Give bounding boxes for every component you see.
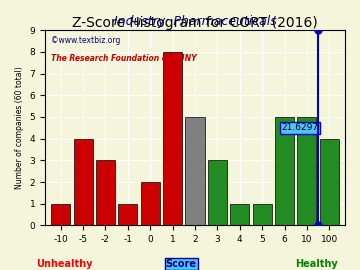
Bar: [275, 117, 294, 225]
Text: Score: Score: [166, 259, 197, 269]
Bar: [320, 139, 339, 225]
Bar: [51, 204, 70, 225]
Y-axis label: Number of companies (60 total): Number of companies (60 total): [15, 66, 24, 189]
Text: ©www.textbiz.org: ©www.textbiz.org: [51, 36, 120, 45]
Bar: [297, 117, 316, 225]
Bar: [73, 139, 93, 225]
Bar: [141, 182, 160, 225]
Bar: [163, 52, 182, 225]
Bar: [118, 204, 138, 225]
Text: Unhealthy: Unhealthy: [36, 259, 93, 269]
Bar: [253, 204, 272, 225]
Bar: [96, 160, 115, 225]
Text: The Research Foundation of SUNY: The Research Foundation of SUNY: [51, 53, 197, 63]
Title: Z-Score Histogram for CORT (2016): Z-Score Histogram for CORT (2016): [72, 16, 318, 30]
Text: Industry: Pharmaceuticals: Industry: Pharmaceuticals: [114, 15, 276, 28]
Text: 21.6297: 21.6297: [282, 123, 319, 132]
Bar: [185, 117, 204, 225]
Text: Healthy: Healthy: [295, 259, 338, 269]
Bar: [230, 204, 249, 225]
Bar: [208, 160, 227, 225]
